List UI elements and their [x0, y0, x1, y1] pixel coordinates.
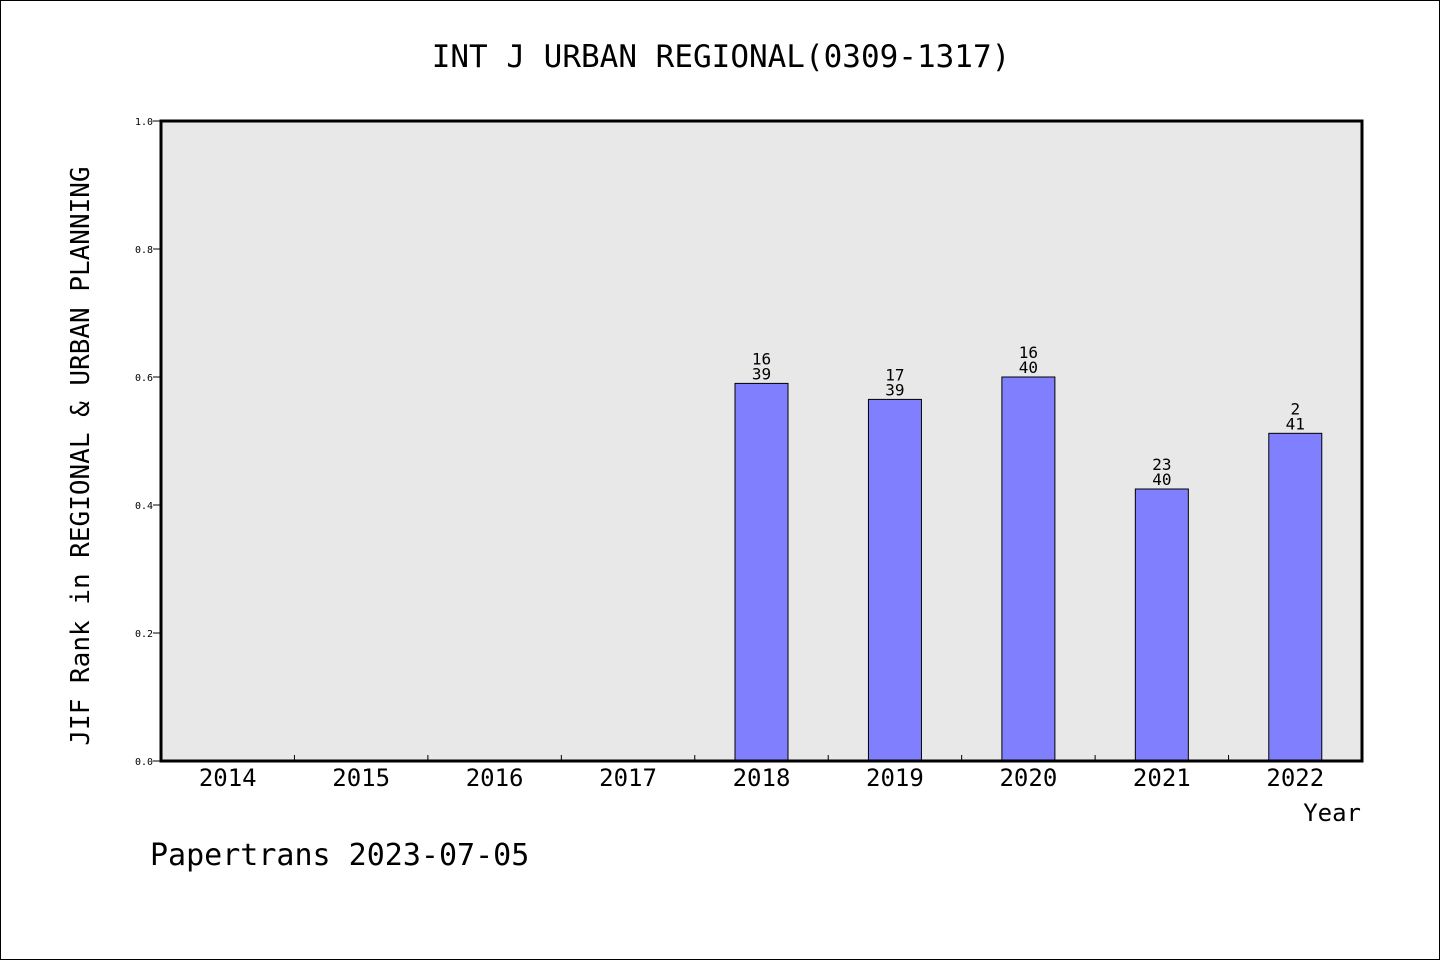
bar-label-total: 41: [1286, 414, 1305, 433]
bar-label-rank: 23: [1152, 455, 1171, 474]
bar-label-total: 40: [1152, 470, 1171, 489]
x-axis-label: Year: [1303, 799, 1361, 827]
y-tick-label: 0.0: [135, 757, 153, 768]
bar-label-total: 39: [752, 364, 771, 383]
bar-2019: [867, 398, 922, 762]
x-axis-ticks: 2014 2015 2016 2017 2018 2019 2020 2021 2022: [199, 755, 1324, 792]
y-tick-label: 0.6: [135, 373, 153, 384]
x-tick-label: 2017: [599, 764, 657, 792]
x-tick-label: 2019: [866, 764, 924, 792]
bar-2020: [1001, 376, 1056, 762]
bar-label-rank: 17: [885, 365, 904, 384]
y-tick-label: 0.4: [135, 501, 153, 512]
y-tick-label: 0.8: [135, 245, 153, 256]
bar-label-rank: 16: [1019, 343, 1038, 362]
x-tick-label: 2021: [1133, 764, 1191, 792]
bars: [734, 376, 1323, 762]
footer-watermark: Papertrans 2023-07-05: [150, 838, 529, 873]
bar-label-rank: 16: [752, 349, 771, 368]
bar-label-total: 40: [1019, 358, 1038, 377]
y-tick-label: 0.2: [135, 629, 153, 640]
bar-2018: [734, 382, 789, 762]
x-tick-label: 2016: [466, 764, 524, 792]
x-tick-label: 2020: [999, 764, 1057, 792]
bar-label-rank: 2: [1290, 399, 1300, 418]
y-axis-label: JIF Rank in REGIONAL & URBAN PLANNING: [66, 166, 96, 745]
bar-2022: [1268, 432, 1323, 762]
plot-border: [159, 119, 1364, 763]
x-tick-label: 2018: [733, 764, 791, 792]
y-axis-ticks: 0.0 0.2 0.4 0.6 0.8 1.0: [135, 117, 161, 768]
x-tick-label: 2015: [332, 764, 390, 792]
bar-label-total: 39: [885, 380, 904, 399]
x-tick-label: 2022: [1266, 764, 1324, 792]
chart-title: INT J URBAN REGIONAL(0309-1317): [432, 39, 1011, 75]
x-tick-label: 2014: [199, 764, 257, 792]
y-tick-label: 1.0: [135, 117, 153, 128]
bar-2021: [1134, 488, 1189, 762]
